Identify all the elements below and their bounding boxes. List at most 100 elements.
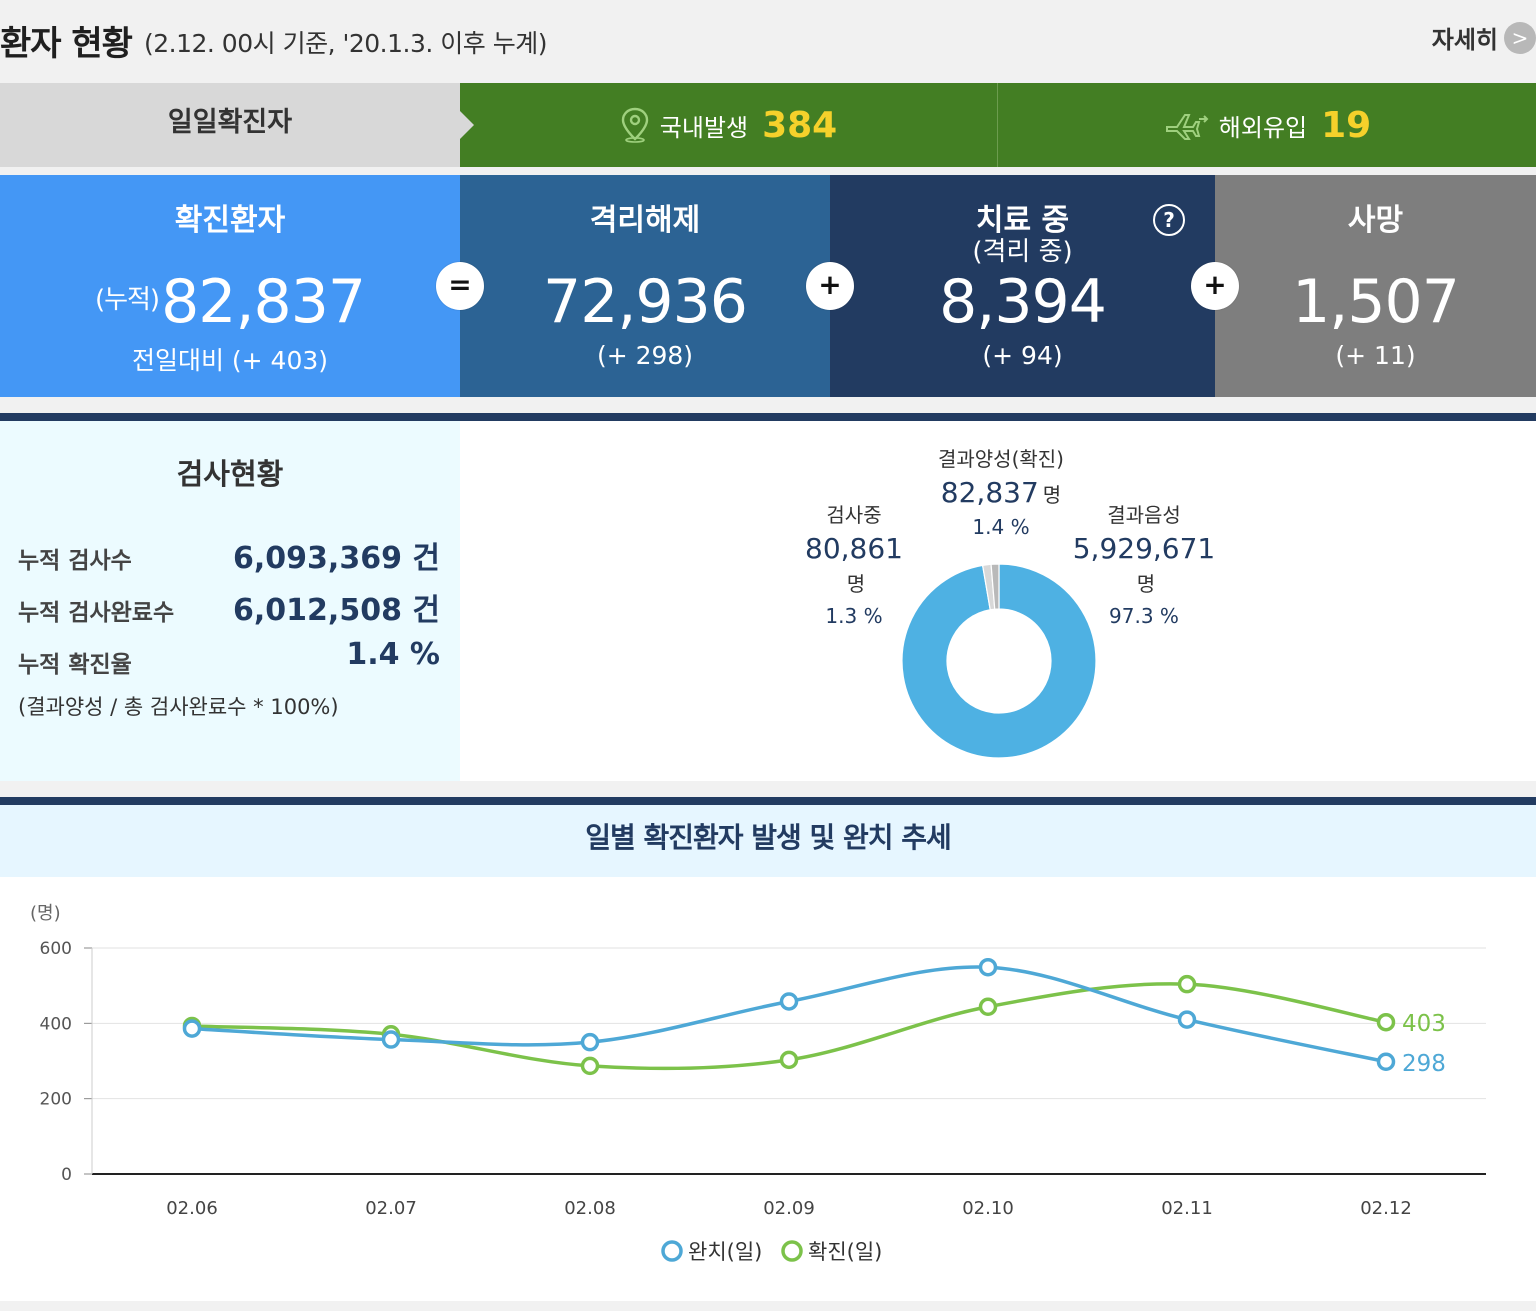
- stat-deaths-title: 사망: [1347, 203, 1404, 238]
- equals-icon: =: [436, 262, 484, 310]
- test-donut-chart: [901, 563, 1097, 759]
- legend-label[interactable]: 확진(일): [808, 1240, 882, 1264]
- plus-icon: +: [806, 262, 854, 310]
- stat-released-value: 72,936: [543, 267, 748, 337]
- overseas-value: 19: [1321, 104, 1372, 146]
- spacer: [0, 781, 1536, 797]
- x-tick-label: 02.06: [166, 1198, 218, 1219]
- data-point: [1177, 1010, 1197, 1029]
- y-tick-label: 400: [40, 1014, 72, 1034]
- pie-slice-negative: [901, 563, 1097, 759]
- data-point: [1177, 974, 1197, 994]
- test-title: 검사현황: [176, 457, 284, 491]
- y-tick-label: 200: [40, 1090, 72, 1110]
- data-point: [779, 992, 799, 1011]
- data-point: [1376, 1052, 1396, 1072]
- pie-label-unit: 명: [1136, 572, 1156, 596]
- pie-label-unit: 명: [846, 572, 866, 596]
- test-row-value: 1.4 %: [346, 637, 440, 672]
- pie-label-name: 결과음성: [1107, 503, 1181, 527]
- x-tick-label: 02.12: [1360, 1198, 1412, 1219]
- end-value-label: 298: [1402, 1051, 1446, 1077]
- stat-confirmed-title: 확진환자: [174, 203, 286, 238]
- domestic-value: 384: [762, 104, 838, 146]
- test-row-label: 누적 검사수: [18, 548, 132, 574]
- data-point: [580, 1056, 600, 1076]
- data-point: [182, 1019, 202, 1038]
- end-value-label: 403: [1402, 1011, 1446, 1037]
- test-row: 누적 검사완료수 6,012,508 건: [18, 585, 440, 628]
- stat-deaths-value: 1,507: [1292, 267, 1460, 337]
- x-tick-label: 02.11: [1161, 1198, 1213, 1219]
- test-pie-panel: 결과양성(확진) 82,837 명 1.4 % 검사중 80,861명 1.3 %…: [460, 421, 1536, 781]
- legend-label[interactable]: 완치(일): [688, 1240, 762, 1264]
- data-point: [381, 1030, 401, 1049]
- daily-panel: [460, 83, 1536, 167]
- data-point: [978, 957, 998, 977]
- domestic-label: 국내발생: [659, 113, 749, 142]
- y-axis-label: (명): [30, 903, 61, 924]
- pie-label-percent: 1.4 %: [972, 515, 1030, 539]
- chevron-right-icon[interactable]: >: [1504, 22, 1536, 54]
- data-point: [580, 1032, 600, 1052]
- pie-label-value-wrap: 82,837 명: [936, 476, 1066, 509]
- pie-label-value-wrap: 80,861 명: [794, 532, 914, 598]
- pie-label-value: 80,861: [805, 532, 903, 565]
- test-row: 누적 검사수 6,093,369 건: [18, 533, 440, 576]
- pie-label-percent: 97.3 %: [1109, 604, 1179, 628]
- stat-deaths-change: (+ 11): [1335, 341, 1416, 370]
- data-point: [978, 997, 998, 1017]
- daily-trend-chart: (명) 0 200 400 600 02.06 02.07 02.08 02.09 02.10 02…: [30, 903, 1486, 1264]
- test-row-value: 6,093,369 건: [233, 541, 440, 576]
- legend-marker: [661, 1240, 683, 1262]
- pie-label-value: 5,929,671: [1072, 532, 1216, 565]
- detail-link[interactable]: 자세히: [1431, 26, 1498, 54]
- pie-slice-testing: [990, 563, 1000, 610]
- data-point: [779, 1050, 799, 1070]
- stat-released-change: (+ 298): [596, 341, 694, 370]
- airplane-icon: [1165, 114, 1209, 140]
- section-divider: [0, 797, 1536, 805]
- stat-confirmed-value: 82,837: [161, 267, 366, 337]
- data-point: [1376, 1012, 1396, 1032]
- chart-title: 일별 확진환자 발생 및 완치 추세: [0, 805, 1536, 877]
- daily-domestic: 국내발생 384: [460, 83, 997, 167]
- stat-confirmed: 확진환자 (누적)82,837 전일대비 (+ 403): [0, 175, 460, 397]
- spacer: [0, 1301, 1536, 1311]
- y-tick-label: 600: [40, 939, 72, 959]
- stat-deaths: 사망 1,507 (+ 11): [1215, 175, 1536, 397]
- page-title: 환자 현황: [0, 24, 133, 64]
- pie-label-name: 결과양성(확진): [937, 447, 1064, 471]
- stat-treating-change: (+ 94): [982, 341, 1063, 370]
- stat-treating: 치료 중 (격리 중) 8,394 (+ 94): [830, 175, 1215, 397]
- header: 환자 현황 (2.12. 00시 기준, '20.1.3. 이후 누계) 자세히…: [0, 0, 1536, 83]
- stat-treating-value: 8,394: [939, 267, 1107, 337]
- test-row-label: 누적 검사완료수: [18, 600, 175, 626]
- pie-label-positive: 결과양성(확진) 82,837 명 1.4 %: [936, 443, 1066, 539]
- test-row-value: 6,012,508 건: [233, 593, 440, 628]
- x-tick-label: 02.10: [962, 1198, 1014, 1219]
- test-summary: 검사현황 누적 검사수 6,093,369 건 누적 검사완료수 6,012,5…: [0, 421, 460, 781]
- stat-confirmed-prefix: (누적): [94, 285, 160, 315]
- daily-label: 일일확진자: [0, 83, 474, 167]
- overseas-label: 해외유입: [1218, 113, 1308, 142]
- spacer: [0, 397, 1536, 413]
- plus-icon: +: [1191, 262, 1239, 310]
- section-divider: [0, 413, 1536, 421]
- x-tick-label: 02.07: [365, 1198, 417, 1219]
- stat-released: 격리해제 72,936 (+ 298): [460, 175, 830, 397]
- help-icon[interactable]: ?: [1153, 204, 1185, 236]
- stat-treating-title: 치료 중: [975, 203, 1070, 238]
- daily-confirmed-row: 일일확진자 국내발생 384 해외유입 19: [0, 83, 1536, 167]
- test-row: 누적 확진율 1.4 %: [18, 637, 440, 678]
- chart-panel: (명) 0 200 400 600 02.06 02.07 02.08 02.09 02.10 02…: [0, 877, 1536, 1301]
- pie-label-value: 82,837: [940, 476, 1039, 509]
- y-tick-label: 0: [61, 1165, 72, 1185]
- test-row-label: 누적 확진율: [18, 652, 132, 678]
- stat-confirmed-value-wrap: (누적)82,837: [0, 267, 460, 337]
- stat-confirmed-change: 전일대비 (+ 403): [131, 346, 329, 375]
- pie-label-name: 검사중: [826, 503, 882, 527]
- divider: [997, 83, 998, 167]
- pie-label-value-wrap: 5,929,671 명: [1064, 532, 1224, 598]
- stat-released-title: 격리해제: [589, 203, 701, 238]
